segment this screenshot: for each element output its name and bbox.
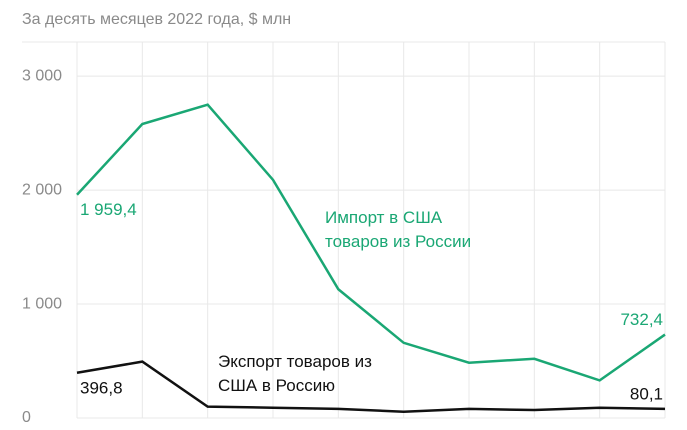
series-line [76, 103, 666, 382]
value-label: 732,4 [620, 310, 663, 329]
subtitle: За десять месяцев 2022 года, $ млн [22, 11, 291, 28]
y-tick-label: 2 000 [22, 181, 62, 198]
series-line [76, 360, 666, 413]
value-label: 1 959,4 [80, 200, 137, 219]
y-tick-label: 1 000 [22, 295, 62, 312]
series-label: Экспорт товаров из США в Россию [218, 352, 372, 395]
value-label: 80,1 [630, 384, 663, 403]
y-tick-label: 3 000 [22, 67, 62, 84]
series-label: Импорт в США товаров из России [325, 208, 472, 251]
y-tick-label: 0 [22, 409, 31, 426]
value-label: 396,8 [80, 378, 123, 397]
